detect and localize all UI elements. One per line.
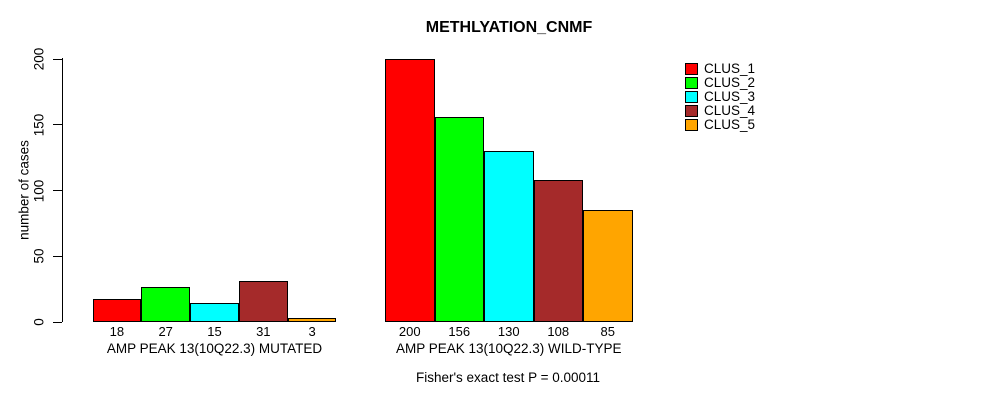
y-axis-tick (53, 321, 62, 323)
y-axis-tick-label: 200 (31, 47, 47, 71)
bar-value-label: 31 (256, 324, 271, 339)
bar-clus_1 (385, 59, 435, 323)
bar-value-label: 27 (158, 324, 173, 339)
bar-clus_3 (484, 151, 534, 323)
legend-item: CLUS_3 (685, 90, 755, 104)
bar-clus_4 (533, 180, 583, 323)
bar-value-label: 108 (547, 324, 570, 339)
legend-label: CLUS_2 (704, 75, 756, 90)
legend-item: CLUS_5 (685, 118, 755, 132)
y-axis-tick-label: 100 (31, 179, 47, 202)
y-axis-line (62, 58, 63, 322)
legend-item: CLUS_2 (685, 76, 755, 90)
y-axis-tick-label: 50 (31, 248, 47, 264)
legend-swatch-clus_3 (685, 91, 698, 103)
bar-value-label: 15 (207, 324, 222, 339)
bar-clus_4 (238, 281, 288, 323)
legend-label: CLUS_5 (704, 117, 756, 132)
y-axis-tick (53, 190, 62, 192)
legend-label: CLUS_1 (704, 61, 756, 76)
bar-clus_5 (583, 210, 633, 323)
bar-clus_2 (434, 116, 484, 323)
bar-value-label: 130 (497, 324, 520, 339)
bar-clus_2 (141, 286, 191, 323)
chart-title: METHLYATION_CNMF (425, 19, 593, 36)
group-axis-label: AMP PEAK 13(10Q22.3) MUTATED (106, 341, 323, 356)
bar-value-label: 3 (308, 324, 316, 339)
y-axis-tick (53, 58, 62, 60)
bar-clus_1 (92, 298, 142, 323)
y-axis-tick (53, 124, 62, 126)
legend-swatch-clus_4 (685, 105, 698, 117)
legend-swatch-clus_2 (685, 77, 698, 89)
bar-clus_3 (190, 302, 239, 323)
footer-annotation: Fisher's exact test P = 0.00011 (415, 370, 601, 385)
y-axis-tick-label: 0 (31, 318, 47, 327)
bar-value-label: 85 (600, 324, 615, 339)
legend-label: CLUS_3 (704, 89, 756, 104)
bar-value-label: 156 (448, 324, 471, 339)
y-axis-tick-label: 150 (31, 113, 47, 137)
legend-item: CLUS_1 (685, 62, 755, 76)
legend-item: CLUS_4 (685, 104, 755, 118)
legend-label: CLUS_4 (704, 103, 756, 118)
group-axis-label: AMP PEAK 13(10Q22.3) WILD-TYPE (395, 341, 622, 356)
legend-swatch-clus_1 (685, 63, 698, 75)
bar-clus_5 (287, 318, 337, 323)
legend-swatch-clus_5 (685, 119, 698, 131)
bar-value-label: 200 (398, 324, 421, 339)
bar-value-label: 18 (109, 324, 125, 339)
y-axis-tick (53, 255, 62, 257)
